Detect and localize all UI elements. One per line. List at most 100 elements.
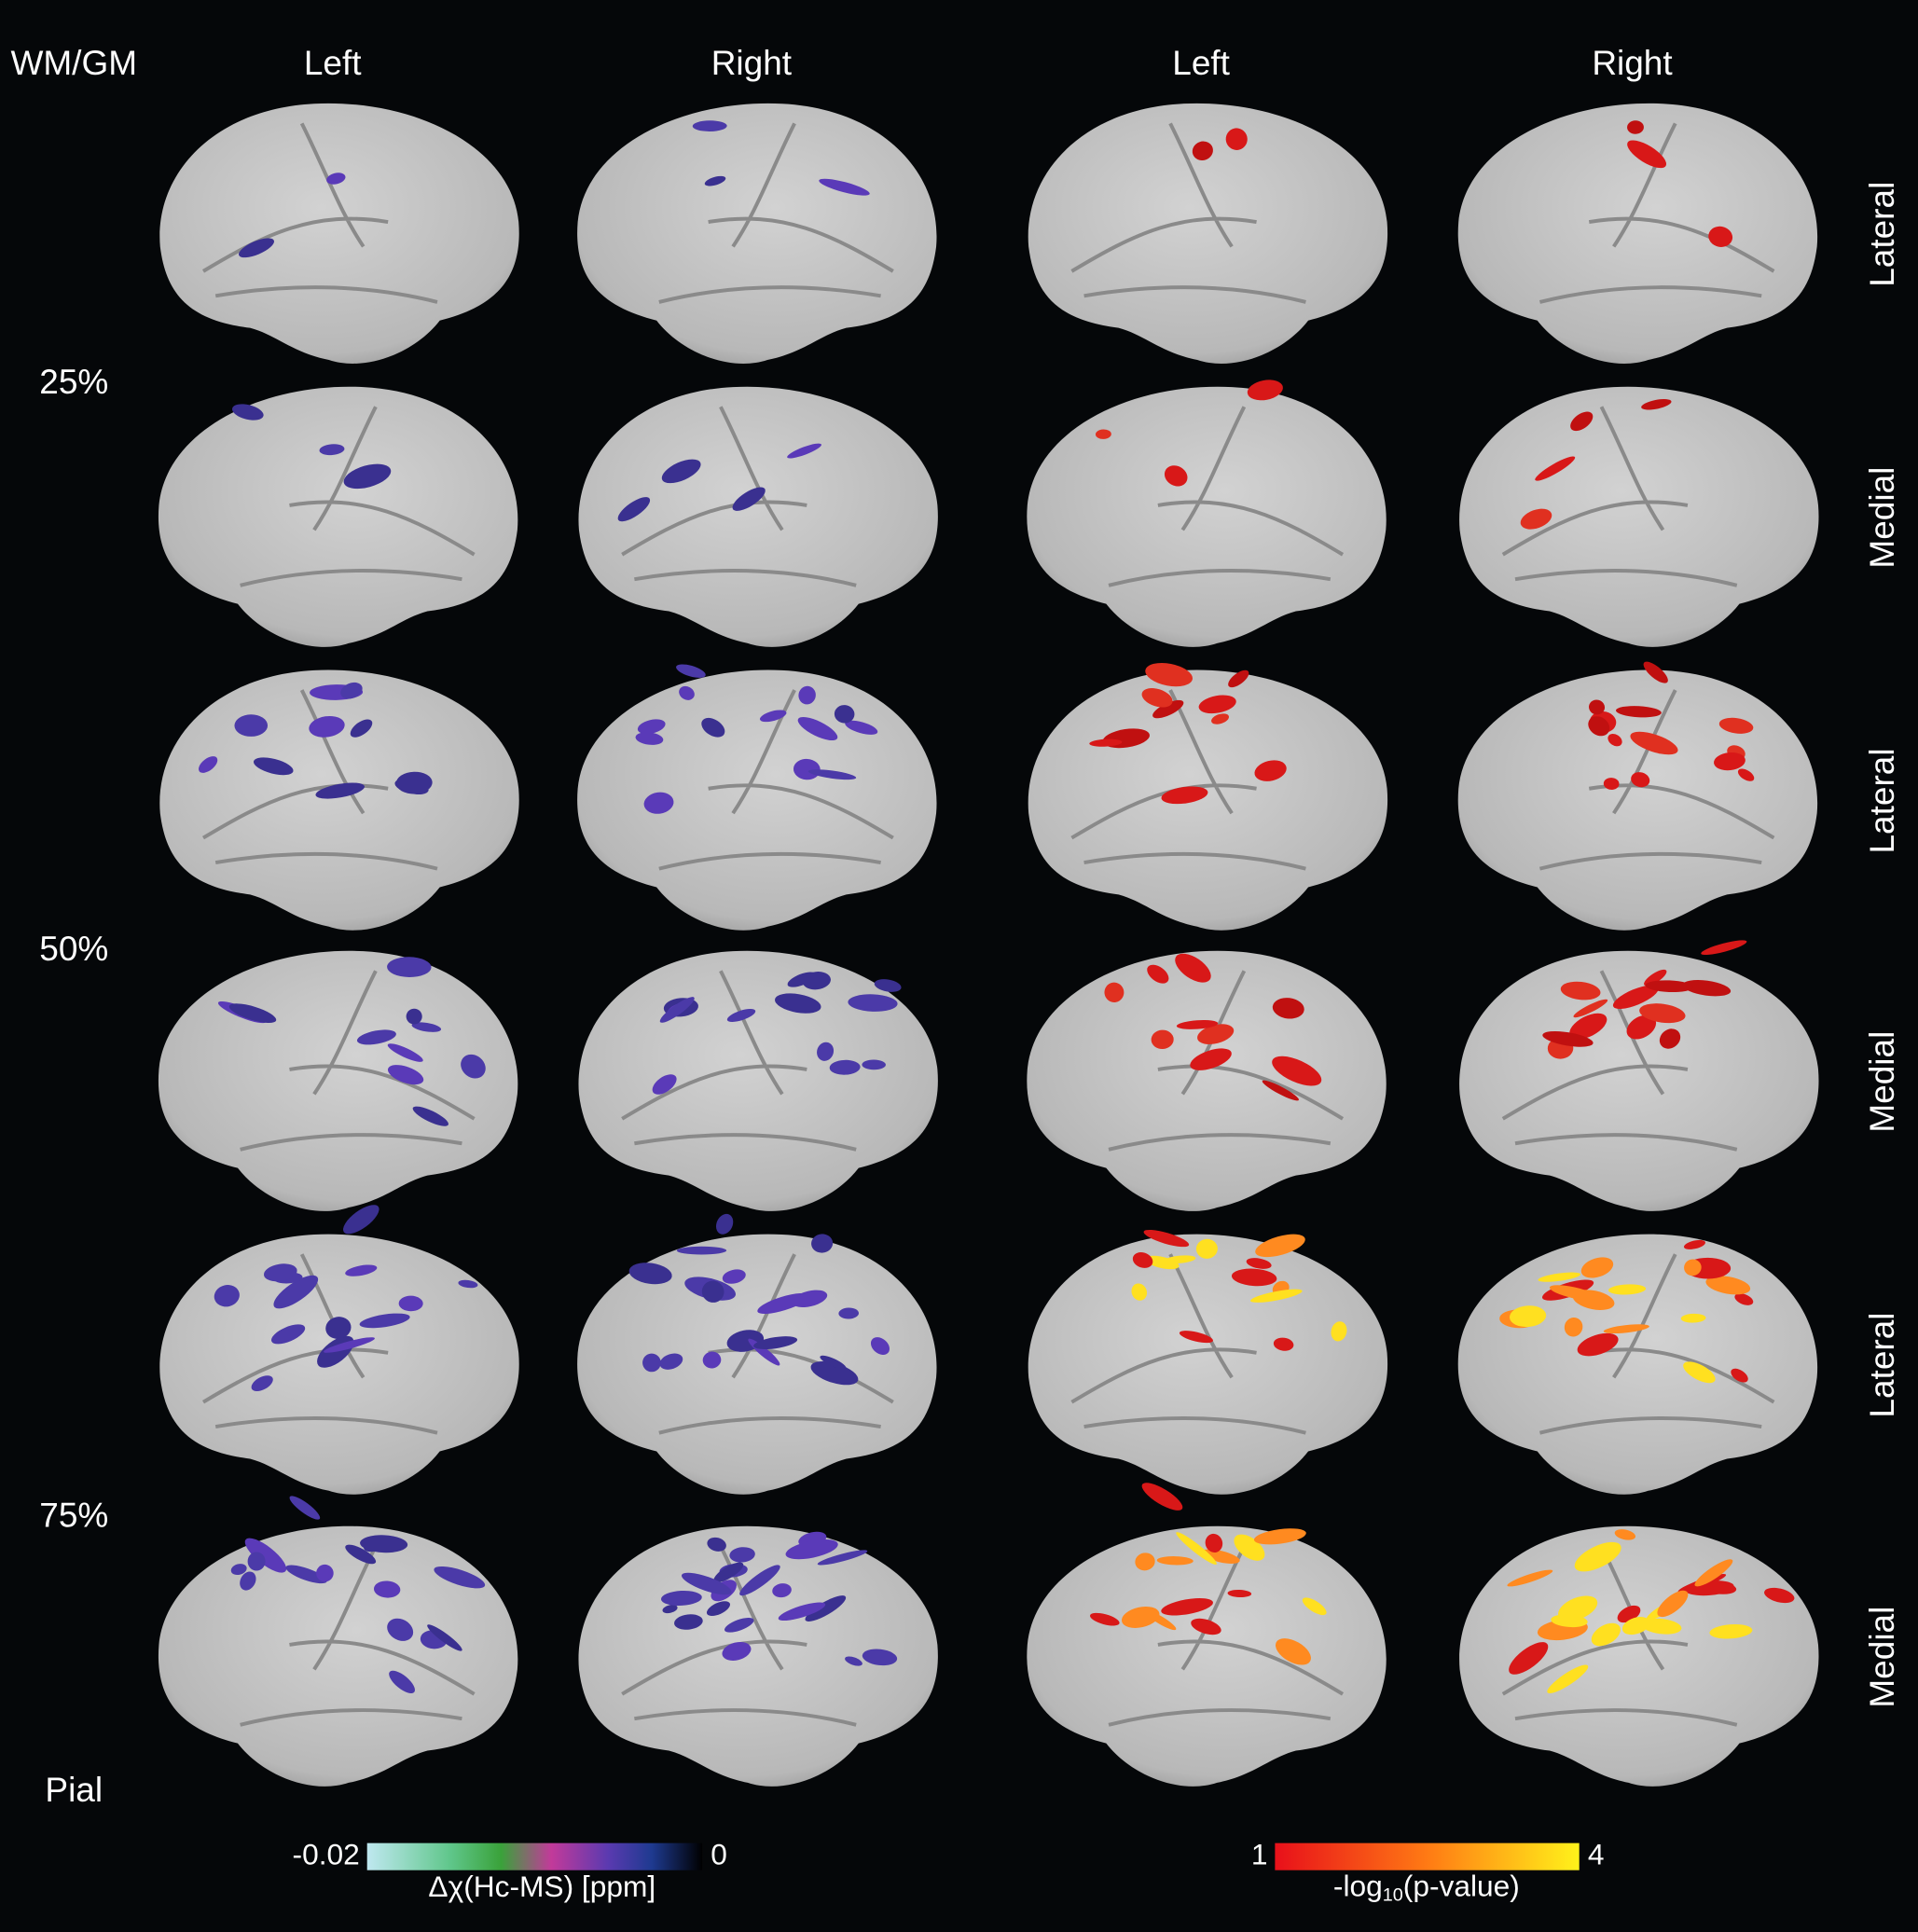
overlay-blob (387, 1618, 414, 1641)
brain-surface (1027, 386, 1387, 647)
overlay-blob (845, 1656, 862, 1666)
overlay-blob (1612, 985, 1659, 1009)
overlay-blob (715, 1213, 734, 1235)
overlay-blob (1509, 1642, 1549, 1675)
overlay-blob (1680, 1313, 1706, 1323)
overlay-blob (461, 1054, 486, 1079)
overlay-blob (778, 1602, 826, 1622)
overlay-blob (1564, 1317, 1583, 1337)
overlay-blob (394, 779, 429, 795)
overlay-blob (1547, 1664, 1589, 1694)
overlay-blob (810, 1360, 859, 1386)
overlay-blob (1734, 1293, 1754, 1305)
overlay-blob (674, 1614, 703, 1630)
overlay-blob (1520, 508, 1552, 530)
view-label: Medial (1863, 467, 1901, 569)
brain (1459, 1525, 1819, 1787)
overlay-blob (1225, 128, 1248, 150)
overlay-blob (792, 1290, 828, 1308)
overlay-blob (706, 1601, 730, 1616)
overlay-blob (1631, 772, 1650, 788)
overlay-blob (1639, 1003, 1686, 1024)
overlay-blob (652, 1074, 677, 1095)
colorbar-tick-label: -0.02 (293, 1838, 360, 1871)
overlay-blob (273, 1275, 319, 1309)
brain (158, 386, 518, 647)
overlay-blob (214, 1285, 240, 1307)
overlay-blob (1684, 1259, 1702, 1276)
corner-label: WM/GM (10, 44, 137, 82)
overlay-blob (659, 1353, 683, 1370)
overlay-blob (1247, 380, 1283, 401)
overlay-blob (642, 1353, 661, 1373)
overlay-blob (1737, 768, 1755, 781)
overlay-blob (1156, 1556, 1194, 1566)
colorbar-label: -log10(p-value) (1333, 1870, 1520, 1906)
brain (1028, 103, 1388, 364)
overlay-blob (707, 1537, 726, 1552)
overlay-blob (1644, 969, 1667, 987)
overlay-blob (1231, 1268, 1277, 1287)
overlay-blob (637, 719, 666, 735)
overlay-blob (759, 710, 787, 723)
brain (159, 1205, 519, 1495)
overlay-blob (1538, 1272, 1581, 1282)
overlay-blob (1143, 1229, 1190, 1248)
overlay-blob (1608, 733, 1622, 747)
overlay-blob (834, 705, 855, 724)
overlay-blob (713, 1562, 744, 1583)
brain (159, 669, 519, 931)
overlay-blob (838, 1307, 860, 1319)
overlay-blob (1682, 980, 1732, 997)
overlay-blob (739, 1565, 780, 1596)
overlay-blob (289, 1496, 321, 1520)
overlay-blob (819, 178, 870, 196)
overlay-blob (1643, 661, 1668, 683)
overlay-blob (1705, 1276, 1751, 1295)
overlay-blob (1095, 429, 1111, 439)
overlay-blob (1615, 706, 1662, 718)
overlay-blob (324, 1337, 375, 1353)
column-header: Right (1592, 44, 1672, 82)
overlay-blob (232, 404, 264, 421)
overlay-blob (1603, 778, 1620, 790)
colorbar-tick-label: 1 (1251, 1838, 1268, 1871)
overlay-blob (701, 1280, 724, 1303)
overlay-blob (862, 1649, 898, 1666)
overlay-blob (1573, 999, 1608, 1018)
brain (1457, 1234, 1818, 1495)
overlay-blob (1591, 1622, 1621, 1647)
brain-surface (1459, 386, 1819, 647)
overlay-blob (1141, 1483, 1183, 1511)
overlay-blob (389, 1670, 416, 1694)
overlay-blob (662, 1605, 678, 1614)
overlay-blob (387, 1043, 423, 1062)
brain (578, 1525, 938, 1787)
brain (1027, 950, 1387, 1211)
brain (578, 950, 938, 1211)
overlay-blob (228, 1003, 277, 1023)
overlay-blob (676, 1246, 727, 1255)
overlay-blob (1250, 1289, 1303, 1303)
overlay-blob (787, 443, 822, 459)
overlay-blob (785, 1539, 838, 1560)
overlay-blob (270, 1324, 306, 1345)
overlay-blob (1161, 786, 1208, 805)
overlay-blob (373, 1580, 401, 1598)
overlay-blob (427, 1624, 462, 1651)
overlay-blob (1709, 1623, 1753, 1639)
overlay-blob (411, 1022, 442, 1032)
brain (577, 1213, 937, 1495)
overlay-blob (1179, 1331, 1213, 1344)
overlay-blob (661, 459, 701, 484)
overlay-blob (1200, 1549, 1240, 1564)
brain (577, 103, 937, 364)
overlay-blob (1273, 1337, 1294, 1351)
label-part: (p-value) (1403, 1870, 1520, 1903)
sulcus (1539, 1253, 1775, 1435)
overlay-blob (724, 1617, 754, 1633)
overlay-blob (1549, 1285, 1599, 1301)
overlay-blob (1510, 1305, 1547, 1328)
overlay-blob (309, 715, 345, 738)
